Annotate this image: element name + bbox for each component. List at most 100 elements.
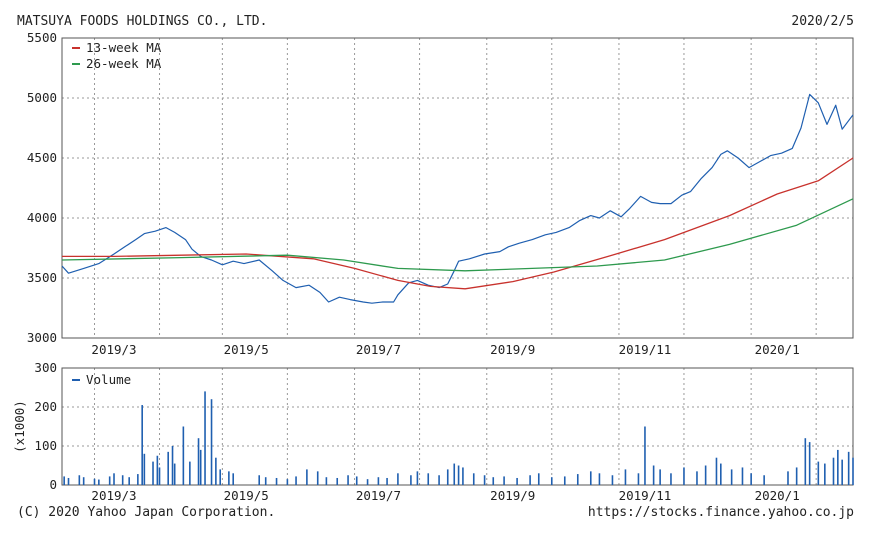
volume-bar	[275, 477, 278, 485]
volume-bar	[152, 461, 154, 485]
volume-bar	[503, 476, 505, 485]
volume-xtick-label: 2019/7	[356, 488, 401, 503]
ma13-line	[62, 157, 854, 290]
volume-bar	[228, 471, 230, 485]
volume-bar	[438, 475, 440, 485]
legend-label-volume: Volume	[86, 372, 131, 387]
volume-bar	[589, 471, 592, 485]
volume-ytick-label: 100	[34, 438, 57, 453]
volume-bar	[143, 453, 146, 485]
price-xtick-label: 2019/3	[91, 342, 136, 357]
volume-bar	[787, 471, 789, 485]
price-ytick-label: 3000	[27, 330, 57, 345]
volume-bar	[763, 475, 765, 485]
volume-bar	[457, 465, 460, 485]
volume-bar	[750, 473, 752, 485]
price-xtick-label: 2020/1	[755, 342, 800, 357]
chart-date: 2020/2/5	[791, 14, 854, 29]
volume-bar	[197, 438, 200, 485]
volume-bar	[128, 477, 130, 485]
volume-xtick-label: 2019/11	[619, 488, 672, 503]
volume-bar	[516, 477, 518, 485]
volume-bar	[410, 475, 412, 485]
volume-bar	[189, 461, 191, 485]
volume-bar	[258, 475, 261, 485]
volume-bar	[446, 469, 449, 485]
volume-bar	[795, 467, 798, 485]
volume-bar	[295, 476, 297, 485]
price-ytick-label: 5500	[27, 30, 57, 45]
volume-bar	[325, 477, 328, 485]
volume-bar	[741, 467, 744, 485]
volume-bar	[453, 463, 456, 485]
volume-ytick-label: 300	[34, 360, 57, 375]
volume-bar	[82, 477, 85, 485]
volume-ytick-label: 200	[34, 399, 57, 414]
volume-bar	[472, 473, 475, 485]
volume-bar	[492, 477, 495, 485]
volume-bar	[462, 467, 464, 485]
volume-bar	[93, 478, 96, 485]
price-ytick-label: 4000	[27, 210, 57, 225]
volume-bar	[137, 474, 139, 485]
volume-bar	[386, 477, 388, 485]
volume-bar	[219, 469, 221, 485]
volume-bar	[852, 457, 854, 485]
volume-ytick-label: 0	[49, 477, 57, 492]
price-plot-frame	[61, 37, 854, 339]
volume-bar	[637, 473, 640, 485]
volume-bar	[316, 471, 319, 485]
volume-bar	[416, 471, 419, 485]
volume-bar	[98, 479, 100, 485]
volume-bar	[215, 457, 217, 485]
volume-bar	[720, 463, 722, 485]
volume-bar	[210, 399, 213, 485]
volume-bar	[286, 479, 289, 485]
volume-bar	[355, 476, 358, 485]
volume-bar	[306, 469, 308, 485]
volume-bar	[158, 467, 161, 485]
volume-bar	[232, 473, 235, 485]
volume-bar	[683, 467, 685, 485]
volume-bar	[817, 461, 820, 485]
volume-bar	[537, 473, 540, 485]
volume-xtick-label: 2019/3	[91, 488, 136, 503]
volume-bar	[377, 477, 380, 485]
volume-bar	[63, 476, 65, 485]
volume-bar	[644, 426, 646, 485]
volume-plot-frame	[61, 367, 854, 486]
volume-bar	[108, 476, 111, 485]
ma26-line	[61, 198, 854, 272]
price-ytick-label: 3500	[27, 270, 57, 285]
volume-bar	[204, 391, 206, 485]
volume-xtick-label: 2020/1	[755, 488, 800, 503]
volume-bar	[696, 471, 698, 485]
volume-bar	[611, 475, 614, 485]
volume-bar	[808, 442, 811, 485]
volume-bar	[78, 475, 81, 485]
price-line	[61, 93, 854, 304]
price-xtick-label: 2019/11	[619, 342, 672, 357]
volume-bar	[598, 473, 601, 485]
price-xtick-label: 2019/7	[356, 342, 401, 357]
volume-bar	[121, 475, 124, 485]
volume-bar	[182, 426, 185, 485]
price-xtick-label: 2019/9	[490, 342, 535, 357]
legend-label-ma26: 26-week MA	[86, 56, 162, 71]
volume-bar	[824, 463, 826, 485]
volume-bar	[397, 473, 399, 485]
volume-bar	[347, 475, 349, 485]
volume-bar	[550, 477, 553, 485]
source-url[interactable]: https://stocks.finance.yahoo.co.jp	[587, 505, 854, 520]
volume-bar	[264, 477, 267, 485]
volume-bar	[427, 473, 430, 485]
volume-bar	[67, 477, 70, 485]
volume-bar	[529, 475, 531, 485]
legend-label-ma13: 13-week MA	[86, 40, 162, 55]
volume-bar	[847, 451, 850, 485]
volume-bar	[715, 457, 718, 485]
volume-bar	[659, 469, 661, 485]
volume-bar	[113, 473, 115, 485]
volume-bar	[837, 449, 839, 485]
